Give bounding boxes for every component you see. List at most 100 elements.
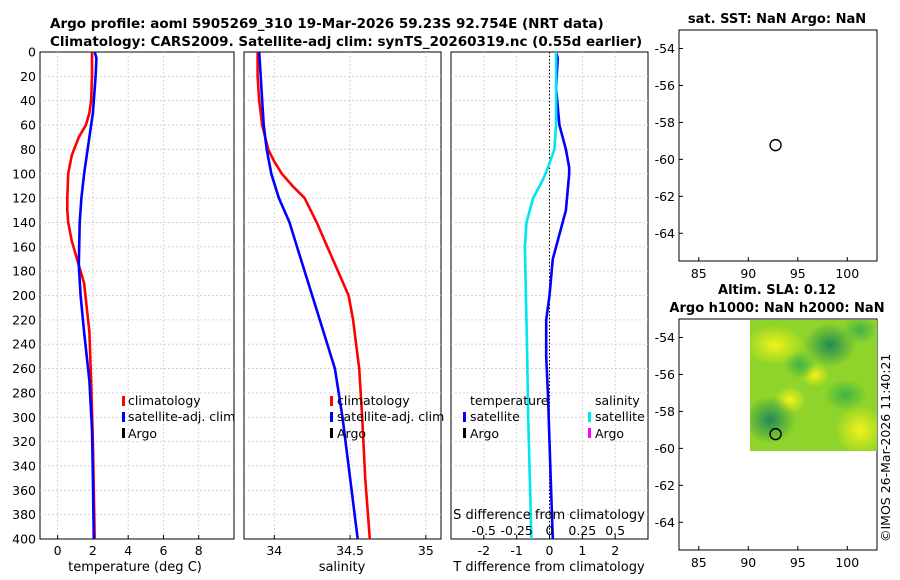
legend-label-temperature-satellite: satellite (470, 409, 520, 424)
map-x-tick-label: 90 (740, 266, 756, 281)
map-y-tick-label: -60 (655, 152, 675, 167)
map-y-tick-label: -56 (655, 78, 675, 93)
difference-panel: -2 -1 0 1 2 -0.5 -0.25 0 0.25 0.5 S difference f… (450, 51, 649, 575)
s-difference-tick-label: 0 (546, 523, 554, 538)
x-tick-label: 4 (124, 543, 132, 558)
depth-tick-label: 380 (12, 507, 36, 522)
s-difference-tick-label: -0.25 (500, 523, 532, 538)
series-line-climatology (66, 52, 96, 540)
map-y-tick-label: -56 (655, 367, 675, 382)
figure-title-line2: Climatology: CARS2009. Satellite-adj cli… (50, 34, 642, 50)
x-tick-label: 34 (266, 543, 282, 558)
s-difference-tick-label: 0.5 (605, 523, 625, 538)
legend-mark-satellite-adj (330, 412, 333, 422)
x-tick-label: 2 (89, 543, 97, 558)
depth-tick-label: 400 (12, 532, 36, 547)
map-y-tick-label: -54 (655, 330, 675, 345)
map-x-tick-label: 100 (835, 266, 859, 281)
map-x-tick-label: 90 (740, 555, 756, 570)
legend-title-salinity: salinity (595, 393, 640, 408)
s-difference-tick-label: -0.5 (472, 523, 496, 538)
legend-label-satellite-adj: satellite-adj. clim (128, 409, 235, 424)
x-tick-label: 6 (159, 543, 167, 558)
x-tick-label: 2 (611, 543, 619, 558)
map-y-tick-label: -64 (655, 515, 675, 530)
t-difference-tick-labels: -2 -1 0 1 2 (478, 543, 620, 558)
depth-tick-label: 260 (12, 361, 36, 376)
salinity-gridlines (244, 52, 441, 539)
s-difference-tick-labels: -0.5 -0.25 0 0.25 0.5 (472, 523, 625, 538)
legend-mark-argo (330, 428, 333, 438)
difference-lines (523, 51, 571, 540)
sst-map-tick-labels: 85 90 95 100 -54 -56 -58 -60 -62 -64 (655, 41, 860, 281)
legend-label-argo: Argo (128, 426, 157, 441)
depth-tick-label: 340 (12, 458, 36, 473)
s-difference-axis-label: S difference from climatology (453, 508, 645, 523)
depth-tick-label: 160 (12, 239, 36, 254)
depth-tick-label: 0 (28, 45, 36, 60)
sst-map-title: sat. SST: NaN Argo: NaN (688, 12, 866, 27)
temperature-axis-label: temperature (deg C) (68, 560, 202, 575)
depth-tick-label: 240 (12, 337, 36, 352)
sla-field-green-patch (823, 379, 867, 411)
legend-mark-argo (122, 428, 125, 438)
legend-label-argo: Argo (337, 426, 366, 441)
sla-map-panel: Altim. SLA: 0.12 Argo h1000: NaN h2000: … (655, 283, 885, 570)
sla-heatmap (750, 320, 877, 451)
x-tick-label: 0 (546, 543, 554, 558)
legend-label-climatology: climatology (337, 393, 410, 408)
legend-mark-climatology (122, 396, 125, 406)
depth-tick-label: 180 (12, 264, 36, 279)
temperature-legend: climatology satellite-adj. clim Argo (122, 393, 235, 441)
depth-tick-label: 100 (12, 166, 36, 181)
legend-mark-satellite-adj (122, 412, 125, 422)
map-x-tick-label: 95 (790, 555, 806, 570)
copyright-stamp: ©IMOS 26-Mar-2026 11:40:21 (878, 354, 893, 542)
salinity-tick-labels: 34 34.5 35 (266, 543, 433, 558)
difference-legend-salinity: salinity satellite Argo (588, 393, 645, 441)
x-tick-label: 8 (195, 543, 203, 558)
legend-label-satellite-adj: satellite-adj. clim (337, 409, 444, 424)
legend-title-temperature: temperature (470, 393, 549, 408)
sla-field-yellow-patch (835, 405, 877, 451)
map-y-tick-label: -54 (655, 41, 675, 56)
salinity-legend: climatology satellite-adj. clim Argo (330, 393, 444, 441)
depth-tick-label: 320 (12, 434, 36, 449)
depth-tick-label: 280 (12, 385, 36, 400)
x-tick-label: 1 (578, 543, 586, 558)
series-line-climatology (256, 52, 372, 540)
depth-tick-label: 220 (12, 312, 36, 327)
map-y-tick-label: -64 (655, 226, 675, 241)
t-difference-axis-label: T difference from climatology (452, 560, 645, 575)
map-x-tick-label: 95 (790, 266, 806, 281)
temperature-panel: 0204060801001201401601802002202402602803… (12, 45, 235, 576)
depth-tick-label: 60 (20, 118, 36, 133)
depth-tick-label: 300 (12, 410, 36, 425)
series-line-satellite-adj-clim (257, 51, 359, 540)
legend-label-temperature-argo: Argo (470, 426, 499, 441)
s-difference-tick-label: 0.25 (568, 523, 596, 538)
salinity-lines (256, 51, 372, 540)
map-y-tick-label: -62 (655, 189, 675, 204)
series-line-salinity-satellite (523, 52, 558, 540)
depth-tick-label: 360 (12, 483, 36, 498)
legend-label-climatology: climatology (128, 393, 201, 408)
salinity-axis-label: salinity (319, 560, 366, 575)
sla-field-green-patch (842, 320, 877, 344)
salinity-panel: 34 34.5 35 salinity climatology satellite-… (243, 51, 444, 575)
legend-mark-salinity-satellite (588, 412, 591, 422)
argo-position-marker (769, 427, 782, 441)
legend-label-salinity-satellite: satellite (595, 409, 645, 424)
legend-mark-salinity-argo (588, 428, 591, 438)
x-tick-label: -1 (510, 543, 522, 558)
sst-map-panel: sat. SST: NaN Argo: NaN 85 90 95 100 -54 -56 -… (655, 12, 878, 281)
temperature-tick-labels: 0 2 4 6 8 (54, 543, 203, 558)
map-x-tick-label: 85 (691, 266, 707, 281)
depth-tick-label: 200 (12, 288, 36, 303)
sla-map-marks (769, 427, 782, 441)
sla-map-title-line2: Argo h1000: NaN h2000: NaN (669, 301, 884, 316)
sla-map-tick-labels: 85 90 95 100 -54 -56 -58 -60 -62 -64 (655, 330, 860, 570)
figure-title-line1: Argo profile: aoml 5905269_310 19-Mar-20… (50, 16, 604, 32)
legend-mark-temperature-argo (463, 428, 466, 438)
